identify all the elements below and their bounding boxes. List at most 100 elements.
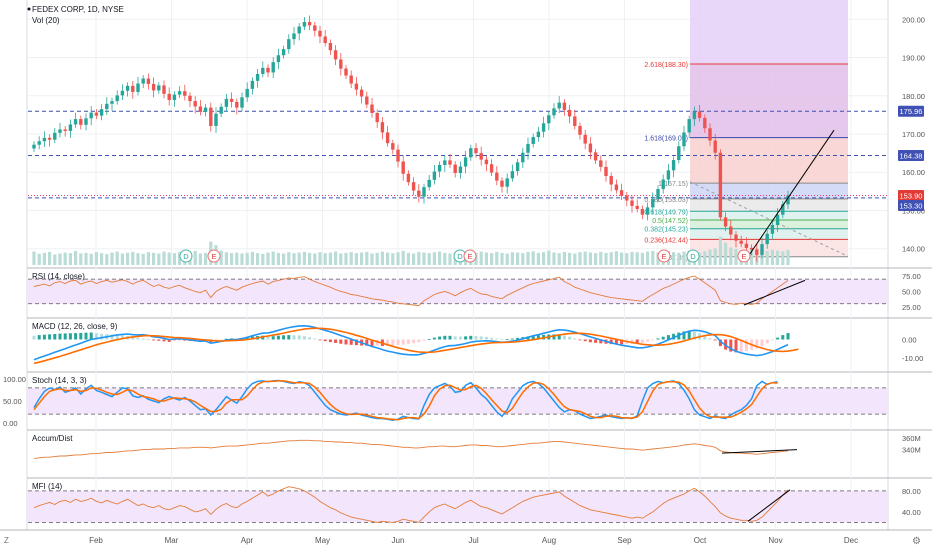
candle-body[interactable]: [547, 115, 551, 124]
candle-body[interactable]: [370, 104, 374, 113]
candle-body[interactable]: [281, 49, 286, 56]
trend-line[interactable]: [747, 129, 835, 258]
candle-body[interactable]: [177, 91, 182, 95]
candle-body[interactable]: [437, 164, 442, 172]
dividend-marker[interactable]: [686, 249, 700, 263]
mfi-trend-line[interactable]: [747, 489, 791, 522]
candle-body[interactable]: [151, 83, 156, 91]
candle-body[interactable]: [723, 217, 728, 227]
candle-body[interactable]: [739, 240, 743, 244]
candle-body[interactable]: [422, 187, 426, 197]
candle-body[interactable]: [755, 249, 759, 255]
candle-body[interactable]: [526, 143, 530, 153]
candle-body[interactable]: [105, 103, 109, 110]
candle-body[interactable]: [614, 184, 619, 191]
candle-body[interactable]: [141, 78, 145, 84]
candle-body[interactable]: [276, 55, 281, 63]
candle-body[interactable]: [604, 166, 608, 177]
candle-body[interactable]: [495, 172, 499, 181]
candle-body[interactable]: [47, 137, 52, 140]
candle-body[interactable]: [692, 111, 697, 120]
candle-body[interactable]: [401, 161, 405, 174]
candle-body[interactable]: [661, 179, 665, 190]
gear-icon[interactable]: ⚙: [912, 536, 921, 547]
candle-body[interactable]: [557, 102, 561, 109]
candle-body[interactable]: [474, 148, 478, 154]
candle-body[interactable]: [287, 39, 291, 50]
candle-body[interactable]: [682, 132, 686, 147]
candle-body[interactable]: [697, 111, 702, 118]
candle-body[interactable]: [73, 119, 78, 125]
candle-body[interactable]: [562, 102, 567, 110]
earnings-marker[interactable]: [463, 249, 477, 263]
candle-body[interactable]: [744, 243, 749, 248]
candle-body[interactable]: [209, 107, 213, 126]
rsi-trend-line[interactable]: [743, 279, 806, 306]
candle-body[interactable]: [79, 119, 83, 125]
candle-body[interactable]: [328, 43, 333, 51]
candle-body[interactable]: [115, 95, 119, 102]
candle-body[interactable]: [318, 30, 322, 37]
candle-body[interactable]: [302, 21, 307, 27]
candle-body[interactable]: [630, 200, 634, 206]
candle-body[interactable]: [245, 88, 249, 98]
candle-body[interactable]: [651, 199, 655, 208]
candle-body[interactable]: [609, 176, 613, 185]
candle-body[interactable]: [760, 244, 764, 255]
candle-body[interactable]: [250, 80, 255, 89]
earnings-marker[interactable]: [657, 249, 671, 263]
candle-body[interactable]: [583, 134, 587, 144]
candle-body[interactable]: [749, 247, 754, 250]
dividend-marker[interactable]: [179, 249, 193, 263]
candle-body[interactable]: [640, 208, 645, 215]
candle-body[interactable]: [406, 173, 411, 183]
candle-body[interactable]: [666, 170, 671, 180]
candle-body[interactable]: [427, 179, 431, 188]
candle-body[interactable]: [708, 128, 712, 141]
candle-body[interactable]: [552, 108, 556, 116]
candle-body[interactable]: [94, 112, 99, 116]
candle-body[interactable]: [198, 106, 203, 112]
candle-body[interactable]: [240, 97, 244, 108]
candle-body[interactable]: [635, 205, 639, 209]
candle-body[interactable]: [333, 50, 338, 60]
candle-body[interactable]: [162, 85, 166, 94]
candle-body[interactable]: [323, 36, 327, 44]
candle-body[interactable]: [224, 98, 229, 107]
candle-body[interactable]: [593, 152, 598, 161]
candle-body[interactable]: [703, 117, 707, 129]
candle-body[interactable]: [786, 195, 790, 205]
candle-body[interactable]: [443, 160, 447, 165]
candle-body[interactable]: [687, 119, 691, 133]
candle-body[interactable]: [110, 101, 114, 104]
candle-body[interactable]: [255, 73, 260, 81]
candle-body[interactable]: [266, 67, 270, 73]
candle-body[interactable]: [770, 225, 775, 234]
candle-body[interactable]: [385, 132, 390, 144]
candle-body[interactable]: [53, 132, 57, 140]
candle-body[interactable]: [671, 160, 676, 171]
candle-body[interactable]: [84, 118, 88, 125]
candle-body[interactable]: [417, 190, 421, 197]
candle-body[interactable]: [599, 160, 603, 167]
candle-body[interactable]: [349, 75, 353, 84]
candle-body[interactable]: [463, 157, 468, 167]
candle-body[interactable]: [765, 233, 769, 245]
candle-body[interactable]: [68, 124, 73, 131]
candle-body[interactable]: [588, 143, 593, 153]
candle-body[interactable]: [37, 141, 41, 145]
candle-body[interactable]: [521, 152, 525, 163]
candle-body[interactable]: [775, 214, 780, 225]
candle-body[interactable]: [131, 85, 135, 92]
candle-body[interactable]: [167, 93, 171, 100]
candle-body[interactable]: [578, 125, 582, 135]
candle-body[interactable]: [573, 116, 577, 126]
candle-body[interactable]: [58, 129, 62, 133]
candle-body[interactable]: [713, 140, 717, 153]
candle-body[interactable]: [677, 146, 681, 160]
candle-body[interactable]: [99, 109, 104, 116]
accum-dist-trend-line[interactable]: [721, 449, 798, 454]
candle-body[interactable]: [531, 137, 535, 144]
candle-body[interactable]: [375, 112, 379, 123]
